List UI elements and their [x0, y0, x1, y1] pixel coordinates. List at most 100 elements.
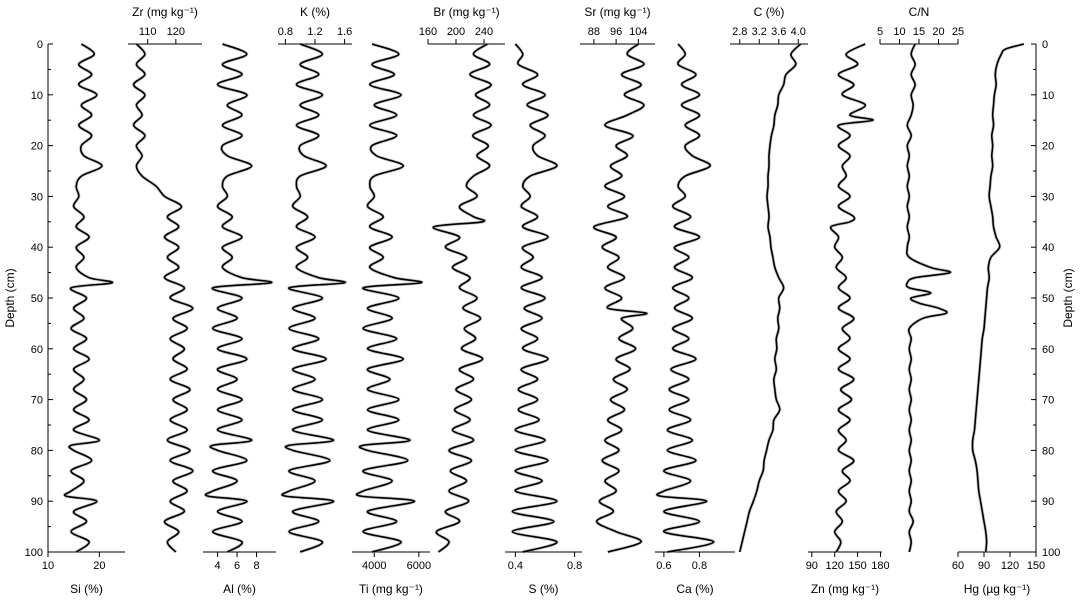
panel-zn-tick-label: 180 — [871, 560, 889, 572]
depth-tick-right-label: 50 — [1042, 293, 1054, 305]
panel-hg: 60 90 120 150 Hg (µg kg⁻¹) — [952, 42, 1045, 596]
panel-s: 0.4 0.8 S (%) — [505, 42, 582, 596]
panel-br-tick-label: 200 — [447, 26, 465, 38]
panel-br-tick-label: 240 — [475, 26, 493, 38]
panel-cn-title: C/N — [909, 5, 930, 19]
panel-al-series-line — [204, 43, 273, 553]
panel-zr-title: Zr (mg kg⁻¹) — [132, 5, 198, 19]
panel-cn-tick-label: 5 — [877, 26, 883, 38]
depth-tick-right-label: 30 — [1042, 191, 1054, 203]
panel-k-tick-label: 1.6 — [337, 26, 352, 38]
depth-tick-right-label: 90 — [1042, 496, 1054, 508]
depth-tick-left-label: 80 — [31, 445, 43, 457]
panel-ti: 4000 6000 Ti (mg kg⁻¹) — [352, 42, 431, 596]
depth-tick-right-label: 40 — [1042, 242, 1054, 254]
panel-ca-title: Ca (%) — [676, 582, 713, 596]
panel-ti-tick-label: 6000 — [407, 560, 431, 572]
panel-hg-title: Hg (µg kg⁻¹) — [964, 582, 1031, 596]
panel-hg-tick-label: 60 — [952, 560, 964, 572]
panel-cn-tick-label: 15 — [913, 26, 925, 38]
depth-axes: 0 10 20 30 40 50 60 70 80 90 100 Depth (cm) 0 10 20 30 4… — [3, 39, 1075, 559]
panel-si: 10 20 Si (%) — [42, 42, 125, 596]
panel-cn-tick-label: 25 — [952, 26, 964, 38]
depth-tick-right-label: 60 — [1042, 344, 1054, 356]
panel-sr-title: Sr (mg kg⁻¹) — [584, 5, 650, 19]
panel-sr-tick-label: 88 — [588, 26, 600, 38]
panel-al-tick-label: 6 — [234, 560, 240, 572]
panel-ca-tick-label: 0.8 — [692, 560, 707, 572]
depth-tick-left-label: 60 — [31, 344, 43, 356]
depth-tick-right-label: 20 — [1042, 141, 1054, 153]
panel-c-tick-label: 3.6 — [771, 26, 786, 38]
panel-hg-tick-label: 120 — [1001, 560, 1019, 572]
panel-si-series-line — [63, 43, 114, 553]
depth-tick-left-label: 100 — [25, 547, 43, 559]
panel-al-title: Al (%) — [223, 582, 256, 596]
depth-tick-left-label: 0 — [37, 39, 43, 51]
panel-c: 2.8 3.2 3.6 4.0 C (%) — [730, 5, 808, 553]
panel-sr-series-line — [593, 43, 648, 553]
depth-tick-right-label: 100 — [1042, 547, 1060, 559]
element-panels: 10 20 Si (%) 110 120 Zr (mg kg⁻¹) 4 6 8 Al (%) 0.8… — [42, 5, 1045, 596]
panel-br: 160 200 240 Br (mg kg⁻¹) — [419, 5, 505, 554]
depth-tick-left-label: 10 — [31, 90, 43, 102]
panel-zr-series-line — [132, 43, 194, 553]
panel-zn-series-line — [829, 43, 874, 553]
panel-zn-title: Zn (mg kg⁻¹) — [811, 582, 879, 596]
panel-cn-series-line — [905, 43, 952, 553]
panel-s-series-line — [511, 43, 558, 553]
depth-tick-left-label: 20 — [31, 141, 43, 153]
depth-tick-right-label: 10 — [1042, 90, 1054, 102]
depth-tick-right-label: 80 — [1042, 445, 1054, 457]
depth-tick-right-label: 70 — [1042, 395, 1054, 407]
panel-si-tick-label: 10 — [42, 560, 54, 572]
panel-k-tick-label: 0.8 — [278, 26, 293, 38]
depth-tick-right-label: 0 — [1042, 39, 1048, 51]
panel-zr: 110 120 Zr (mg kg⁻¹) — [128, 5, 202, 554]
panel-al-tick-label: 8 — [253, 560, 259, 572]
panel-s-tick-label: 0.8 — [567, 560, 582, 572]
panel-ti-tick-label: 4000 — [362, 560, 386, 572]
depth-tick-left-label: 90 — [31, 496, 43, 508]
panel-c-series-line — [738, 43, 802, 553]
panel-sr-tick-label: 96 — [610, 26, 622, 38]
panel-br-tick-label: 160 — [419, 26, 437, 38]
panel-al-tick-label: 4 — [215, 560, 221, 572]
panel-sr: 88 96 104 Sr (mg kg⁻¹) — [580, 5, 655, 554]
panel-ti-title: Ti (mg kg⁻¹) — [359, 582, 423, 596]
panel-s-tick-label: 0.4 — [508, 560, 523, 572]
panel-si-title: Si (%) — [70, 582, 103, 596]
panel-cn: 5 10 15 20 25 C/N — [877, 5, 964, 553]
depth-tick-left-label: 70 — [31, 395, 43, 407]
panel-si-tick-label: 20 — [93, 560, 105, 572]
panel-cn-tick-label: 10 — [893, 26, 905, 38]
panel-br-series-line — [432, 43, 492, 553]
panel-k-title: K (%) — [300, 5, 330, 19]
depth-tick-left-label: 50 — [31, 293, 43, 305]
panel-br-title: Br (mg kg⁻¹) — [433, 5, 499, 19]
panel-k-tick-label: 1.2 — [307, 26, 322, 38]
depth-tick-left-label: 30 — [31, 191, 43, 203]
panel-zn-tick-label: 150 — [848, 560, 866, 572]
panel-hg-series-line — [971, 43, 1025, 553]
panel-zn-tick-label: 120 — [826, 560, 844, 572]
panel-zn: 90 120 150 180 Zn (mg kg⁻¹) — [806, 42, 890, 596]
panel-ca: 0.6 0.8 Ca (%) — [655, 42, 735, 596]
panel-hg-tick-label: 150 — [1027, 560, 1045, 572]
panel-ca-series-line — [656, 43, 715, 553]
panel-zr-tick-label: 110 — [139, 26, 157, 38]
panel-c-tick-label: 2.8 — [732, 26, 747, 38]
panel-k: 0.8 1.2 1.6 K (%) — [278, 5, 352, 554]
panel-c-tick-label: 4.0 — [791, 26, 806, 38]
panel-zr-tick-label: 120 — [167, 26, 185, 38]
panel-hg-tick-label: 90 — [978, 560, 990, 572]
depth-axis-left-title: Depth (cm) — [3, 268, 17, 327]
panel-ca-tick-label: 0.6 — [656, 560, 671, 572]
panel-c-tick-label: 3.2 — [752, 26, 767, 38]
panel-s-title: S (%) — [529, 582, 559, 596]
depth-axis-right-title: Depth (cm) — [1061, 268, 1075, 327]
panel-cn-tick-label: 20 — [932, 26, 944, 38]
panel-c-title: C (%) — [754, 5, 785, 19]
